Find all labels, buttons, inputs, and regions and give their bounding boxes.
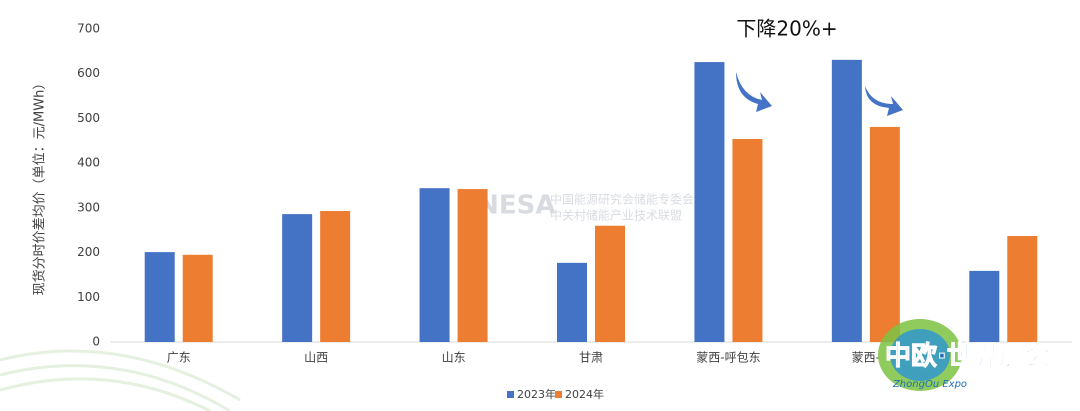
y-axis-label: 现货分时价差均价（单位：元/MWh）	[32, 77, 48, 296]
bar	[732, 138, 763, 342]
bar	[694, 62, 725, 343]
x-tick-label: 山东	[442, 351, 466, 365]
x-tick-label: 广东	[167, 351, 191, 365]
y-tick-label: 300	[77, 200, 100, 214]
annotation: 下降20%+	[736, 17, 837, 41]
bar	[869, 126, 900, 342]
bar	[595, 225, 625, 342]
bar	[457, 189, 488, 342]
legend-swatch	[555, 391, 562, 398]
y-tick-label: 500	[77, 111, 100, 125]
bar	[831, 59, 862, 343]
y-tick-label: 700	[77, 22, 100, 36]
y-tick-label: 0	[92, 335, 100, 349]
legend-swatch	[507, 391, 514, 398]
logo-title: 中欧·世界展会	[885, 341, 1051, 372]
logo: 中欧·世界展会 ZhongOu Expo	[878, 319, 1051, 391]
arrows	[736, 72, 903, 116]
watermark-line: 中国能源研究会储能专委会	[550, 192, 694, 207]
bar	[282, 214, 313, 342]
x-tick-label: 蒙西-呼包东	[696, 351, 760, 365]
bar	[144, 252, 175, 342]
bar	[182, 254, 213, 342]
y-tick-label: 200	[77, 245, 100, 259]
legend-label: 2023年	[517, 387, 556, 401]
logo-subtitle: ZhongOu Expo	[892, 379, 967, 390]
x-tick-label: 甘肃	[579, 351, 603, 365]
watermark-line: 中关村储能产业技术联盟	[550, 208, 682, 223]
y-tick-label: 400	[77, 156, 100, 170]
bar	[419, 188, 450, 342]
bar	[969, 270, 1000, 342]
y-tick-label: 100	[77, 290, 100, 304]
decor	[0, 349, 241, 411]
x-tick-label: 山西	[304, 351, 328, 365]
bar	[320, 210, 351, 342]
x-tick-label: 蒙西-	[852, 351, 880, 365]
bar	[1007, 236, 1038, 342]
y-tick-label: 600	[77, 66, 100, 80]
bar	[557, 262, 587, 342]
legend-label: 2024年	[565, 387, 604, 401]
